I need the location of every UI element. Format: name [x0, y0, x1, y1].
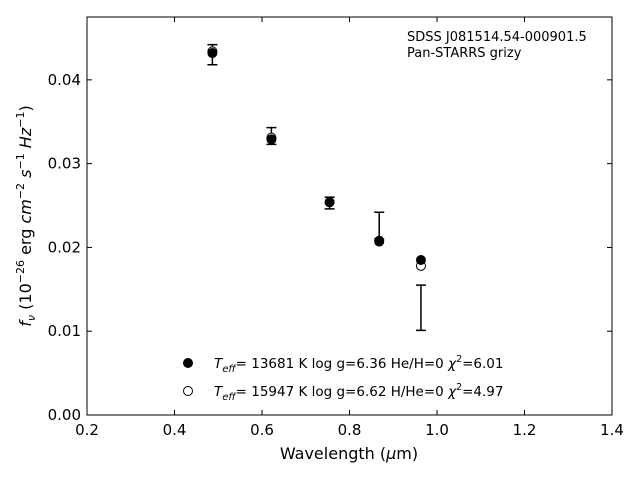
error-bar [374, 211, 385, 240]
x-tick-label: 0.4 [163, 421, 187, 439]
model-point-filled [207, 48, 218, 59]
y-tick-label: 0.00 [48, 406, 81, 424]
legend: Teff= 13681 K log g=6.36 He/H=0 χ2=6.01 … [183, 354, 503, 403]
y-tick-label: 0.04 [48, 71, 81, 89]
x-tick-label: 0.8 [338, 421, 362, 439]
axis-ticks: 0.2 0.4 0.6 0.8 1.0 1.2 1.4 0.00 0.01 0.02 0.03 0.0… [48, 17, 624, 439]
error-bar [415, 284, 426, 332]
model-point-filled [415, 254, 426, 265]
model-point-filled [374, 236, 385, 247]
x-tick-label: 0.2 [75, 421, 99, 439]
model-point-filled [266, 134, 277, 145]
x-tick-label: 1.2 [513, 421, 537, 439]
y-axis-label: fν (10−26 erg cm−2 s−1 Hz−1) [14, 105, 38, 326]
model-point-filled [324, 197, 335, 208]
legend-entry-2: Teff= 15947 K log g=6.62 H/He=0 χ2=4.97 [214, 382, 503, 403]
y-tick-label: 0.03 [48, 155, 81, 173]
x-tick-label: 1.4 [600, 421, 624, 439]
legend-marker-filled [183, 358, 193, 368]
x-tick-label: 1.0 [425, 421, 449, 439]
x-tick-label: 0.6 [250, 421, 274, 439]
annotation-object-name: SDSS J081514.54-000901.5 [407, 30, 587, 45]
error-bars [207, 43, 426, 332]
annotation-photometry: Pan-STARRS grizy [407, 46, 522, 61]
legend-entry-1: Teff= 13681 K log g=6.36 He/H=0 χ2=6.01 [214, 354, 503, 375]
x-axis-label: Wavelength (μm) [280, 444, 418, 463]
legend-marker-open [183, 386, 193, 396]
data-points [207, 46, 426, 271]
y-tick-label: 0.02 [48, 238, 81, 256]
y-tick-label: 0.01 [48, 322, 81, 340]
